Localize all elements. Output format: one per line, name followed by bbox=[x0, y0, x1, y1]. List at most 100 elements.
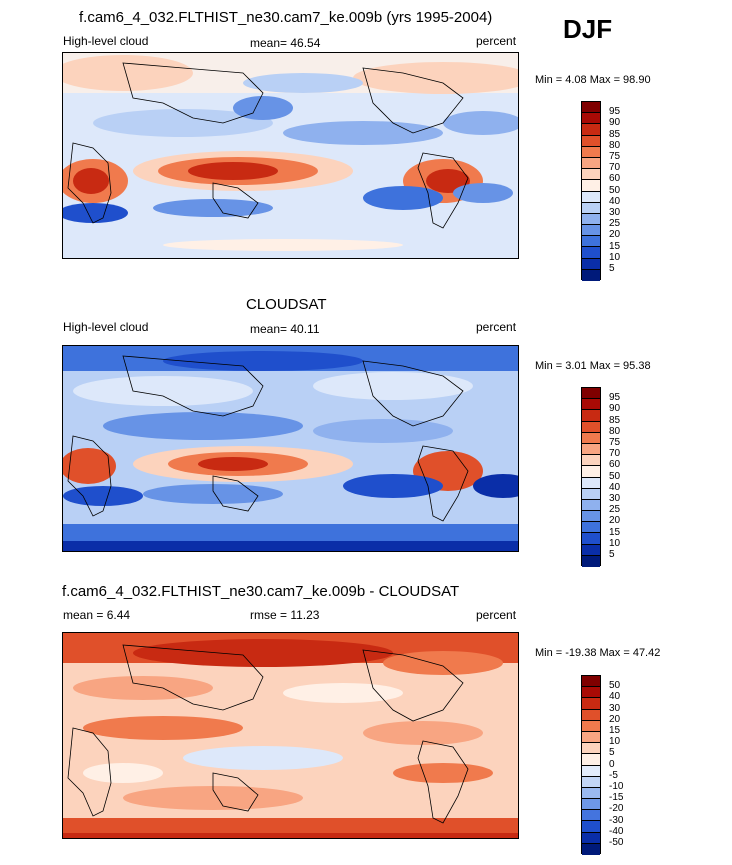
colorbar-swatch bbox=[582, 466, 600, 478]
panel-2-units: percent bbox=[476, 320, 517, 334]
colorbar-swatch bbox=[582, 455, 600, 467]
colorbar-swatch bbox=[582, 787, 600, 800]
colorbar-tick-label: 75 bbox=[609, 437, 621, 448]
colorbar-swatch bbox=[582, 410, 600, 422]
colorbar-swatch bbox=[582, 191, 600, 203]
panel-1-minmax: Min = 4.08 Max = 98.90 bbox=[535, 74, 651, 86]
colorbar-swatches bbox=[581, 387, 601, 567]
colorbar-tick-label: -40 bbox=[609, 825, 624, 837]
panel-1-map bbox=[62, 52, 519, 259]
colorbar-tick-label: 10 bbox=[609, 736, 621, 748]
colorbar-tick-label: 40 bbox=[609, 691, 621, 703]
panel-3-minmax: Min = -19.38 Max = 47.42 bbox=[535, 647, 661, 659]
colorbar-swatch bbox=[582, 533, 600, 545]
colorbar-tick-label: 20 bbox=[609, 515, 621, 527]
colorbar-swatch bbox=[582, 522, 600, 534]
colorbar-tick-label: 0 bbox=[609, 758, 615, 770]
colorbar-tick-label: 15 bbox=[609, 526, 621, 538]
colorbar-tick-label: 30 bbox=[609, 493, 621, 504]
colorbar-tick-label: 25 bbox=[609, 218, 621, 230]
colorbar-swatch bbox=[582, 720, 600, 732]
panel-1-map-field bbox=[63, 53, 518, 258]
colorbar-swatch bbox=[582, 544, 600, 556]
colorbar-swatch bbox=[582, 698, 600, 710]
colorbar-swatch bbox=[582, 157, 600, 170]
colorbar-swatch bbox=[582, 743, 600, 755]
colorbar-swatch bbox=[582, 776, 600, 788]
colorbar-swatch bbox=[582, 180, 600, 192]
colorbar-swatch bbox=[582, 432, 600, 444]
colorbar-swatch bbox=[582, 676, 600, 688]
colorbar-tick-label: 50 bbox=[609, 184, 621, 196]
colorbar-tick-label: 70 bbox=[609, 448, 621, 460]
colorbar-swatch bbox=[582, 135, 600, 147]
colorbar-tick-label: -50 bbox=[609, 837, 624, 848]
colorbar-tick-label: 10 bbox=[609, 537, 621, 549]
colorbar-swatch bbox=[582, 799, 600, 811]
colorbar-swatch bbox=[582, 499, 600, 512]
colorbar-swatch bbox=[582, 687, 600, 699]
colorbar-swatch bbox=[582, 258, 600, 270]
colorbar-tick-label: 90 bbox=[609, 403, 621, 415]
colorbar-swatch bbox=[582, 124, 600, 136]
colorbar-tick-label: -5 bbox=[609, 769, 618, 781]
colorbar-tick-label: 15 bbox=[609, 240, 621, 252]
colorbar-tick-label: 90 bbox=[609, 117, 621, 129]
colorbar-swatch bbox=[582, 511, 600, 523]
colorbar-tick-label: 5 bbox=[609, 747, 615, 759]
colorbar-tick-label: 30 bbox=[609, 207, 621, 218]
colorbar-tick-label: 60 bbox=[609, 459, 621, 471]
colorbar-swatch bbox=[582, 443, 600, 456]
colorbar-swatch bbox=[582, 202, 600, 214]
colorbar-tick-label: 10 bbox=[609, 251, 621, 263]
colorbar-tick-label: 75 bbox=[609, 151, 621, 162]
panel-2-left-label: High-level cloud bbox=[63, 320, 149, 334]
colorbar-tick-label: 60 bbox=[609, 173, 621, 185]
colorbar-tick-label: 20 bbox=[609, 713, 621, 725]
panel-3-map bbox=[62, 632, 519, 839]
colorbar-tick-label: 95 bbox=[609, 106, 621, 118]
colorbar-tick-label: 50 bbox=[609, 680, 621, 692]
colorbar-tick-label: 15 bbox=[609, 725, 621, 736]
colorbar-swatch bbox=[582, 213, 600, 226]
panel-2-mean: mean= 40.11 bbox=[250, 322, 320, 336]
colorbar-tick-label: -10 bbox=[609, 781, 624, 792]
colorbar-swatch bbox=[582, 236, 600, 248]
colorbar-swatches bbox=[581, 101, 601, 281]
colorbar-tick-label: 40 bbox=[609, 195, 621, 207]
colorbar-swatch bbox=[582, 269, 600, 281]
colorbar-swatch bbox=[582, 810, 600, 822]
colorbar-swatch bbox=[582, 247, 600, 259]
colorbar-swatch bbox=[582, 832, 600, 844]
panel-3-map-field bbox=[63, 633, 518, 838]
colorbar-swatch bbox=[582, 388, 600, 400]
colorbar-swatch bbox=[582, 169, 600, 181]
colorbar-tick-label: 5 bbox=[609, 263, 615, 274]
colorbar-swatch bbox=[582, 421, 600, 433]
panel-1-mean: mean= 46.54 bbox=[250, 36, 321, 50]
colorbar-tick-label: 25 bbox=[609, 504, 621, 516]
panel-1-units: percent bbox=[476, 34, 517, 48]
panel-3-mean: mean = 6.44 bbox=[63, 608, 131, 622]
colorbar-tick-label: 80 bbox=[609, 425, 621, 437]
colorbar-tick-label: 40 bbox=[609, 481, 621, 493]
colorbar-tick-label: 70 bbox=[609, 162, 621, 174]
colorbar-tick-label: -15 bbox=[609, 792, 624, 804]
panel-2-minmax: Min = 3.01 Max = 95.38 bbox=[535, 360, 651, 372]
colorbar-swatch bbox=[582, 102, 600, 114]
colorbar-tick-label: 85 bbox=[609, 128, 621, 140]
colorbar-swatch bbox=[582, 225, 600, 237]
colorbar-swatch bbox=[582, 821, 600, 833]
colorbar-tick-label: -30 bbox=[609, 814, 624, 826]
colorbar-tick-label: 20 bbox=[609, 229, 621, 241]
colorbar-swatch bbox=[582, 843, 600, 855]
panel-2-map-field bbox=[63, 346, 518, 551]
colorbar-tick-label: 5 bbox=[609, 549, 615, 560]
panel-2-map bbox=[62, 345, 519, 552]
colorbar-tick-label: 80 bbox=[609, 139, 621, 151]
colorbar-tick-label: 95 bbox=[609, 392, 621, 404]
colorbar-tick-label: 50 bbox=[609, 470, 621, 482]
colorbar-swatch bbox=[582, 146, 600, 158]
colorbar-tick-label: 30 bbox=[609, 702, 621, 714]
colorbar-swatch bbox=[582, 765, 600, 777]
